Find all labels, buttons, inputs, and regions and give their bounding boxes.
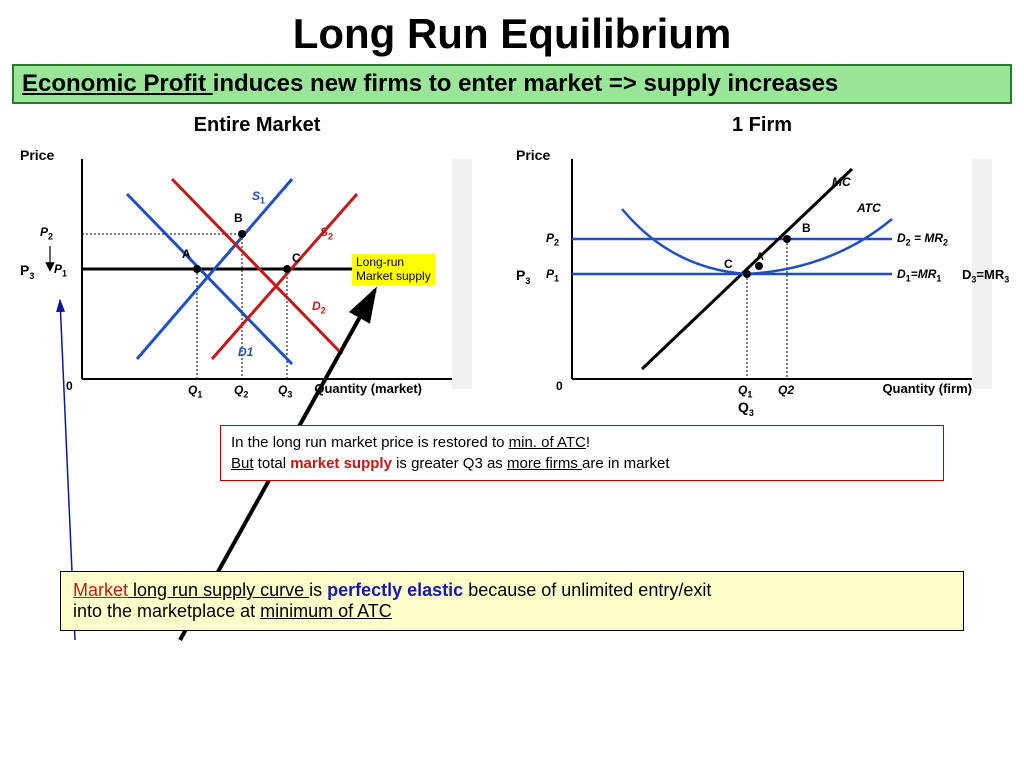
market-ylabel: Price <box>20 147 54 163</box>
firm-B: B <box>802 221 811 235</box>
market-origin: 0 <box>66 379 73 393</box>
banner-rest: induces new firms to enter market => sup… <box>213 70 839 97</box>
market-A: A <box>182 247 191 261</box>
firm-mc: MC <box>832 175 851 189</box>
firm-title: 1 Firm <box>512 114 1012 137</box>
market-p3: P3 <box>20 262 34 281</box>
market-q1: Q1 <box>188 383 202 399</box>
market-s2: S2 <box>320 225 333 241</box>
firm-panel: 1 Firm Price 0 Quantity (firm) P1 P2 P3 … <box>512 112 1012 419</box>
market-C: C <box>292 251 301 265</box>
market-p1: P1 <box>54 262 67 278</box>
firm-q3: Q3 <box>738 399 754 418</box>
firm-d3mr3: D3=MR3 <box>962 267 1009 285</box>
banner-underline: Economic Profit <box>22 70 213 97</box>
firm-A: A <box>756 251 764 263</box>
firm-d2mr2: D2 = MR2 <box>897 231 948 247</box>
market-d1: D1 <box>238 345 253 359</box>
longrun-l2: Market supply <box>356 269 431 283</box>
market-B: B <box>234 211 243 225</box>
firm-p1: P1 <box>546 267 559 283</box>
firm-xlabel: Quantity (firm) <box>882 381 972 396</box>
firm-p2: P2 <box>546 231 559 247</box>
firm-q2: Q2 <box>778 383 794 397</box>
market-chart: Price 0 Quantity (market) P1 P2 P3 Q1 Q2… <box>12 139 502 419</box>
firm-origin: 0 <box>556 379 563 393</box>
market-q3: Q3 <box>278 383 292 399</box>
market-d2: D2 <box>312 299 326 315</box>
mid-line2: But total market supply is greater Q3 as… <box>231 453 933 474</box>
firm-atc: ATC <box>857 201 881 215</box>
firm-C: C <box>724 257 733 271</box>
bottom-conclusion-box: Market long run supply curve is perfectl… <box>60 571 964 631</box>
charts-row: Entire Market Price 0 Quantity (market) … <box>0 112 1024 419</box>
firm-q1: Q1 <box>738 383 752 399</box>
slide-title: Long Run Equilibrium <box>0 0 1024 64</box>
market-s1: S1 <box>252 189 265 205</box>
firm-ylabel: Price <box>516 147 550 163</box>
market-title: Entire Market <box>12 114 502 137</box>
mid-explanation-box: In the long run market price is restored… <box>220 425 944 481</box>
market-panel: Entire Market Price 0 Quantity (market) … <box>12 112 502 419</box>
banner: Economic Profit induces new firms to ent… <box>12 64 1012 104</box>
firm-p3: P3 <box>516 267 530 286</box>
market-xlabel: Quantity (market) <box>314 381 422 396</box>
firm-d1mr1: D1=MR1 <box>897 267 941 283</box>
market-q2: Q2 <box>234 383 248 399</box>
market-p2: P2 <box>40 225 53 241</box>
longrun-supply-label: Long-run Market supply <box>352 254 435 285</box>
longrun-l1: Long-run <box>356 255 431 269</box>
firm-chart: Price 0 Quantity (firm) P1 P2 P3 Q1 Q2 Q… <box>512 139 1012 419</box>
mid-line1: In the long run market price is restored… <box>231 432 933 453</box>
